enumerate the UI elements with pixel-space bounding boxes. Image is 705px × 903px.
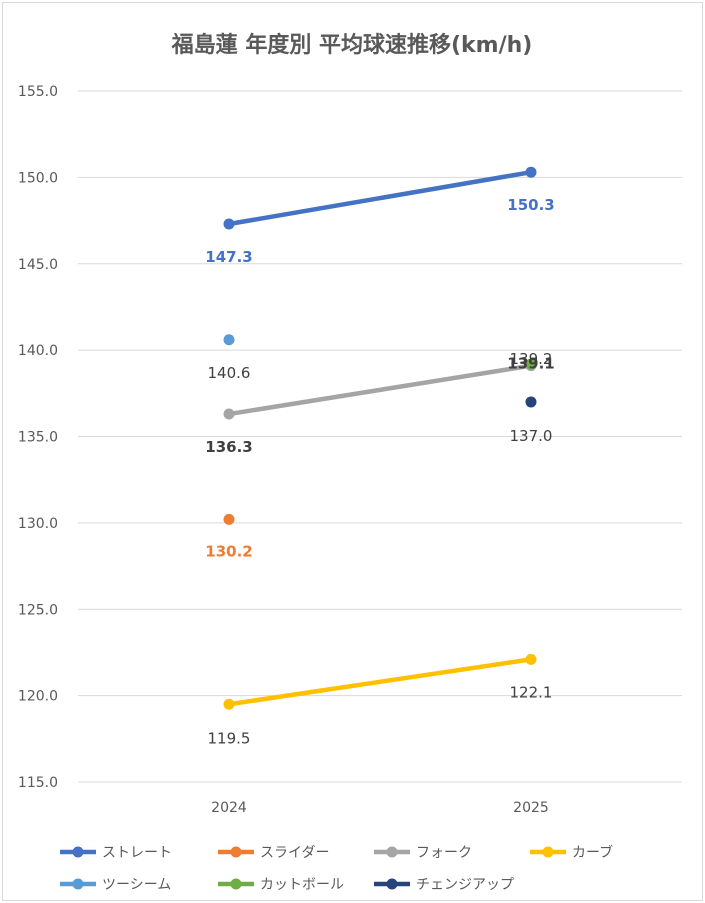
- data-point: [525, 166, 537, 178]
- legend-label: チェンジアップ: [416, 877, 514, 893]
- data-label: 147.3: [205, 248, 252, 266]
- data-point: [223, 513, 235, 525]
- series-line: [226, 657, 534, 707]
- data-label: 130.2: [205, 542, 252, 560]
- y-tick-label: 120.0: [18, 689, 58, 705]
- legend-label: カットボール: [260, 877, 344, 893]
- y-tick-label: 140.0: [18, 343, 58, 359]
- y-tick-label: 145.0: [18, 257, 58, 273]
- y-tick-label: 125.0: [18, 602, 58, 618]
- data-point: [223, 408, 235, 420]
- y-tick-label: 115.0: [18, 775, 58, 791]
- data-label: 137.0: [510, 427, 553, 445]
- x-tick-label: 2025: [513, 800, 549, 816]
- legend-label: スライダー: [260, 845, 329, 861]
- legend-label: フォーク: [416, 845, 472, 861]
- y-tick-label: 135.0: [18, 430, 58, 446]
- data-point: [525, 358, 537, 370]
- data-label: 139.1: [507, 355, 554, 373]
- data-label: 136.3: [205, 438, 252, 456]
- legend-marker: [386, 878, 398, 890]
- data-label: 140.6: [208, 364, 251, 382]
- legend-label: ストレート: [102, 845, 172, 861]
- data-point: [223, 698, 235, 710]
- data-label: 150.3: [507, 196, 554, 214]
- y-tick-label: 150.0: [18, 170, 58, 186]
- chart-title: 福島蓮 年度別 平均球速推移(km/h): [171, 32, 533, 58]
- legend-marker: [230, 846, 242, 858]
- data-labels: 147.3 150.3 130.2 136.3 139.1 119.5 122.1 140.6…: [205, 196, 554, 747]
- legend-marker: [386, 846, 398, 858]
- legend-marker: [230, 878, 242, 890]
- legend-label: ツーシーム: [102, 877, 171, 893]
- data-point: [223, 334, 235, 346]
- x-axis-ticks: 2024 2025: [211, 800, 549, 816]
- legend-marker: [542, 846, 554, 858]
- gridlines: [78, 90, 682, 783]
- data-label: 139.2: [510, 350, 553, 368]
- legend-label: カーブ: [572, 844, 613, 861]
- y-tick-label: 130.0: [18, 516, 58, 532]
- data-point: [525, 396, 537, 408]
- series-lines: [226, 169, 534, 707]
- data-point: [525, 653, 537, 665]
- data-label: 122.1: [510, 683, 553, 701]
- series-points: [223, 166, 537, 710]
- series-line: [226, 169, 534, 227]
- x-tick-label: 2024: [211, 800, 247, 816]
- series-line: [226, 363, 534, 417]
- data-label: 119.5: [208, 729, 251, 747]
- y-tick-label: 155.0: [18, 84, 58, 100]
- data-point: [223, 218, 235, 230]
- legend-marker: [72, 846, 84, 858]
- y-axis-ticks: 115.0 120.0 125.0 130.0 135.0 140.0 145.0 150.0…: [18, 84, 58, 791]
- legend-marker: [72, 878, 84, 890]
